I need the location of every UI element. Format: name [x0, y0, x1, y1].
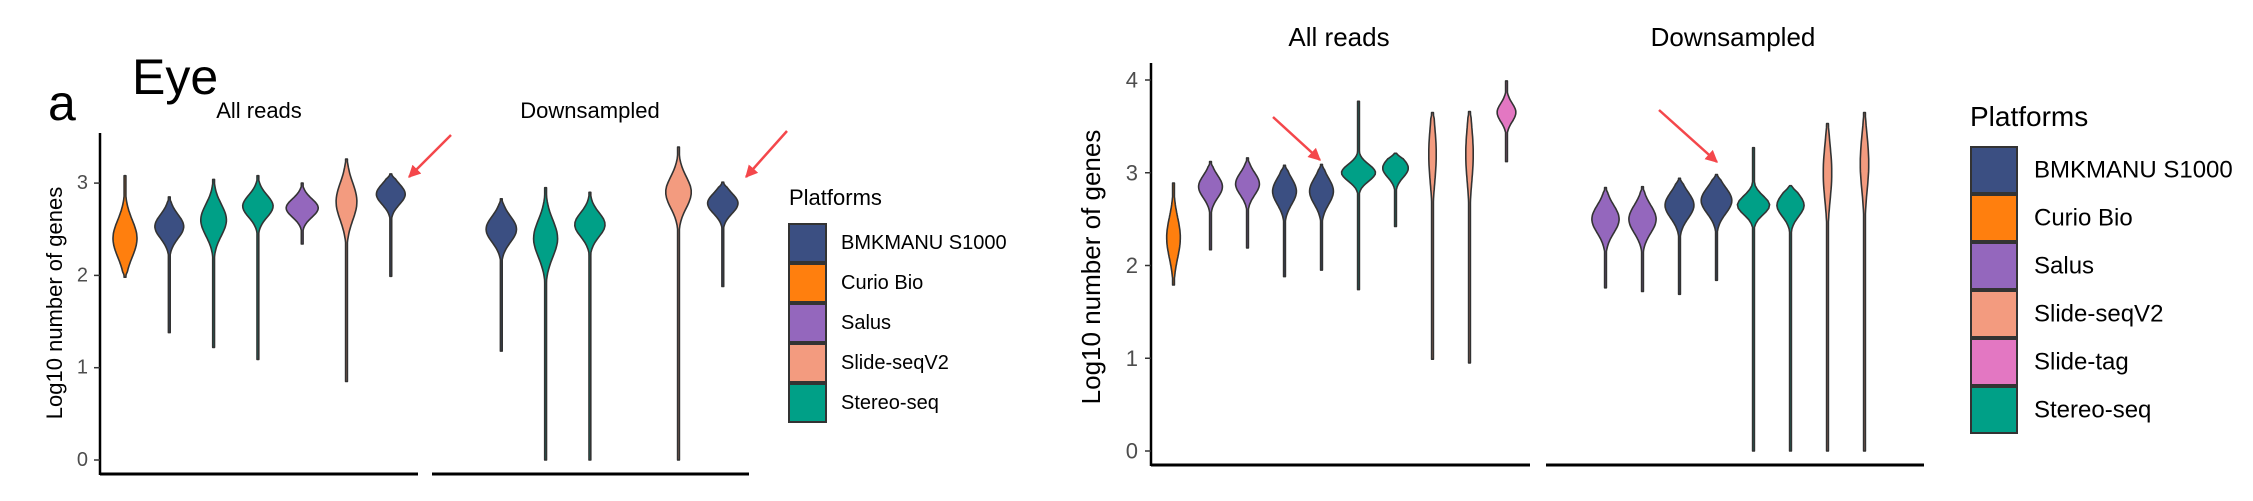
- legend-key: [1970, 386, 2018, 434]
- arrow-annotation: [1658, 109, 1718, 163]
- legend-label: Stereo-seq: [2034, 397, 2151, 424]
- y-tick-label: 2: [1126, 253, 1138, 278]
- violin-bmkmanu-s1000: [1271, 164, 1298, 278]
- violin-stereo-seq: [1736, 146, 1771, 452]
- legend-label: Salus: [2034, 253, 2094, 280]
- facet-label-downsampled: Downsampled: [1651, 22, 1816, 52]
- violin-stereo-seq: [200, 178, 228, 349]
- violin-salus: [1234, 157, 1261, 249]
- violin-salus: [1591, 186, 1620, 289]
- violin-stereo-seq: [1382, 152, 1409, 228]
- facet-label-all-reads: All reads: [1288, 22, 1389, 52]
- violin-stereo-seq: [574, 191, 606, 461]
- violin-bmkmanu-s1000: [375, 173, 406, 278]
- facet-label-downsampled: Downsampled: [520, 98, 659, 123]
- violin-stereo-seq: [1340, 100, 1377, 291]
- arrow-annotation: [408, 134, 452, 178]
- legend-key: [1970, 194, 2018, 242]
- legend-key: [788, 263, 827, 303]
- violin-bmkmanu-s1000: [154, 196, 185, 334]
- legend-label: Slide-seqV2: [841, 352, 949, 374]
- arrow-annotation: [1272, 116, 1321, 161]
- arrow-annotation: [745, 130, 788, 178]
- legend-key: [788, 343, 827, 383]
- legend-label: Slide-seqV2: [2034, 301, 2163, 328]
- violin-slide-seqv2: [335, 158, 358, 383]
- legend-key: [1970, 146, 2018, 194]
- y-tick-label: 3: [77, 172, 88, 194]
- legend-label: Curio Bio: [2034, 205, 2133, 232]
- panel-label: a: [48, 75, 76, 131]
- y-tick-label: 3: [1126, 160, 1138, 185]
- violin-slide-seqv2: [1465, 110, 1474, 364]
- legend-label: BMKMANU S1000: [841, 232, 1007, 254]
- violin-bmkmanu-s1000: [1700, 173, 1733, 282]
- y-tick-label: 0: [77, 449, 88, 471]
- violin-chart-1: 0 1 2 3 4 BMKMANU S1000 Curio Bio Salus Slide-se…: [1126, 63, 2233, 467]
- y-tick-label: 4: [1126, 68, 1138, 93]
- legend-key: [788, 303, 827, 343]
- legend-title: Platforms: [789, 185, 882, 210]
- violin-slide-seqv2: [665, 146, 692, 461]
- legend-key: [788, 223, 827, 263]
- violin-bmkmanu-s1000: [706, 181, 739, 288]
- chart-title: Eye: [132, 49, 218, 105]
- legend-label: Stereo-seq: [841, 392, 939, 414]
- y-tick-label: 1: [1126, 346, 1138, 371]
- legend-key: [788, 383, 827, 423]
- violin-salus: [1197, 160, 1224, 251]
- facet-label-all-reads: All reads: [216, 98, 302, 123]
- violin-slide-seqv2: [1822, 122, 1833, 452]
- violin-salus: [1628, 185, 1657, 293]
- y-tick-label: 1: [77, 357, 88, 379]
- legend-label: Slide-tag: [2034, 349, 2129, 376]
- violin-stereo-seq: [1776, 184, 1805, 452]
- violin-salus: [285, 182, 319, 245]
- legend-label: BMKMANU S1000: [2034, 157, 2233, 184]
- y-tick-label: 0: [1126, 439, 1138, 464]
- legend-key: [1970, 242, 2018, 290]
- violin-curio-bio: [112, 174, 138, 278]
- legend-key: [1970, 290, 2018, 338]
- violin-slide-seqv2: [1859, 111, 1870, 452]
- violin-slide-tag: [1496, 80, 1517, 163]
- violin-bmkmanu-s1000: [485, 198, 518, 352]
- legend-title: Platforms: [1970, 101, 2088, 132]
- violin-stereo-seq: [532, 186, 559, 461]
- violin-chart-0: 0 1 2 3 BMKMANU S1000 Curio Bio Salus Slide-seq…: [77, 133, 1007, 476]
- violin-curio-bio: [1165, 182, 1182, 286]
- legend-label: Curio Bio: [841, 272, 923, 294]
- violin-slide-seqv2: [1428, 111, 1437, 360]
- violin-bmkmanu-s1000: [1664, 177, 1695, 296]
- y-axis-label: Log10 number of genes: [1076, 130, 1106, 405]
- violin-stereo-seq: [241, 174, 274, 361]
- legend-key: [1970, 338, 2018, 386]
- y-tick-label: 2: [77, 264, 88, 286]
- legend-label: Salus: [841, 312, 891, 334]
- y-axis-label: Log10 number of genes: [42, 187, 67, 419]
- violin-bmkmanu-s1000: [1308, 163, 1335, 271]
